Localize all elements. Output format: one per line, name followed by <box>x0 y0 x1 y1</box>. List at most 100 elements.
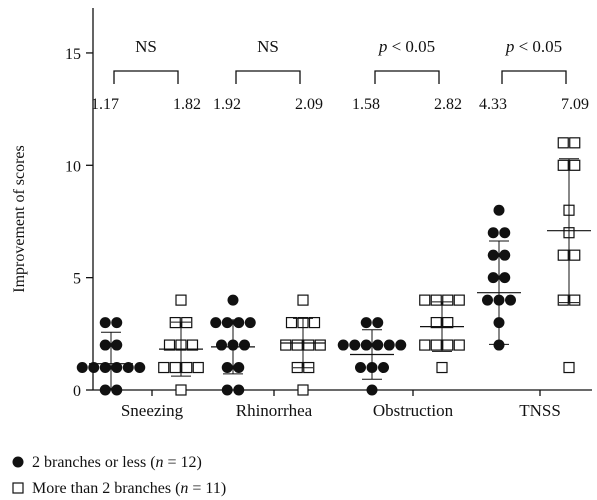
data-point-square <box>569 159 581 171</box>
data-point-circle <box>233 362 245 374</box>
data-point-square <box>557 159 569 171</box>
data-point-circle <box>88 362 100 374</box>
data-point-square <box>442 316 454 329</box>
data-point-square <box>175 294 187 306</box>
data-point-square <box>291 339 303 351</box>
data-point-square <box>419 339 431 351</box>
data-point-circle <box>383 339 395 351</box>
significance-bracket <box>235 70 301 84</box>
significance-label: p < 0.05 <box>378 37 435 56</box>
data-point-circle <box>122 362 134 374</box>
data-point-square <box>453 294 465 306</box>
data-point-circle <box>487 272 499 284</box>
data-point-circle <box>227 294 239 306</box>
data-point-square <box>569 294 581 306</box>
data-point-square <box>557 249 569 261</box>
significance-bracket <box>113 70 179 84</box>
data-point-square <box>557 294 569 306</box>
data-point-square <box>442 294 454 306</box>
x-category-label: Obstruction <box>373 401 454 420</box>
mean-value-label: 1.58 <box>352 96 380 113</box>
x-category-label: Sneezing <box>121 401 184 420</box>
y-axis-title: Improvement of scores <box>11 145 28 293</box>
significance-label: p < 0.05 <box>505 37 562 56</box>
data-point-circle <box>378 362 389 374</box>
data-point-circle <box>111 362 123 374</box>
data-point-square <box>186 339 199 351</box>
data-point-circle <box>221 384 233 396</box>
data-point-circle <box>493 204 505 216</box>
data-point-circle <box>99 317 111 329</box>
data-point-circle <box>233 317 245 329</box>
legend-label-series-2: More than 2 branches (n = 11) <box>32 480 226 497</box>
data-point-square <box>430 339 442 351</box>
significance-label: NS <box>135 37 157 56</box>
data-point-square <box>436 361 448 374</box>
legend: 2 branches or less (n = 12) More than 2 … <box>12 454 226 497</box>
mean-value-label: 4.33 <box>479 96 507 113</box>
data-point-circle <box>349 339 361 351</box>
data-point-circle <box>111 317 123 329</box>
data-point-square <box>563 361 575 374</box>
data-point-circle <box>395 339 407 351</box>
data-point-square <box>453 339 465 351</box>
mean-value-label: 2.82 <box>434 96 462 113</box>
y-tick-label: 15 <box>65 46 81 63</box>
data-point-circle <box>210 317 222 329</box>
data-point-circle <box>482 294 493 306</box>
legend-marker-filled-circle <box>12 456 24 468</box>
data-point-circle <box>487 249 499 261</box>
data-point-circle <box>505 294 516 306</box>
data-point-circle <box>366 384 378 396</box>
data-point-square <box>285 316 298 329</box>
data-point-square <box>163 339 176 351</box>
mean-value-label: 1.17 <box>91 96 119 113</box>
data-point-circle <box>487 227 499 239</box>
data-point-square <box>297 384 309 396</box>
data-point-circle <box>244 317 256 329</box>
legend-label-series-1: 2 branches or less (n = 12) <box>32 454 202 471</box>
data-point-square <box>430 316 442 329</box>
data-point-square <box>297 294 309 306</box>
legend-marker-open-square <box>12 482 24 494</box>
data-point-circle <box>493 339 505 351</box>
data-point-square <box>569 249 581 261</box>
data-point-square <box>569 137 581 149</box>
data-point-circle <box>76 362 88 374</box>
mean-value-label: 1.82 <box>173 96 201 113</box>
data-point-square <box>169 361 181 374</box>
data-point-square <box>192 361 204 374</box>
data-point-circle <box>99 339 111 351</box>
data-point-circle <box>99 362 111 374</box>
data-point-square <box>557 137 569 149</box>
x-category-label: Rhinorrhea <box>236 401 313 420</box>
data-point-circle <box>360 317 372 329</box>
significance-label: NS <box>257 37 279 56</box>
data-point-circle <box>233 384 245 396</box>
mean-value-label: 1.92 <box>213 96 241 113</box>
data-point-circle <box>111 339 123 351</box>
data-point-square <box>419 294 431 306</box>
data-point-square <box>308 316 321 329</box>
significance-bracket <box>501 70 567 84</box>
data-point-circle <box>499 249 511 261</box>
data-point-square <box>303 339 315 351</box>
data-point-circle <box>360 339 372 351</box>
data-point-circle <box>134 362 146 374</box>
data-point-square <box>175 384 187 396</box>
data-point-square <box>442 339 454 351</box>
y-tick-label: 0 <box>73 383 81 400</box>
x-category-label: TNSS <box>519 401 561 420</box>
data-point-circle <box>337 339 349 351</box>
mean-value-label: 2.09 <box>295 96 323 113</box>
data-point-circle <box>372 317 384 329</box>
data-point-square <box>280 339 292 351</box>
data-point-circle <box>239 339 250 351</box>
data-point-circle <box>372 339 384 351</box>
y-tick-label: 10 <box>65 158 81 175</box>
data-point-circle <box>221 362 233 374</box>
data-point-circle <box>221 317 233 329</box>
data-point-square <box>314 339 326 351</box>
plot-area: 0 5 10 15 Improvement of scores Sneezing Rhino… <box>11 8 592 420</box>
